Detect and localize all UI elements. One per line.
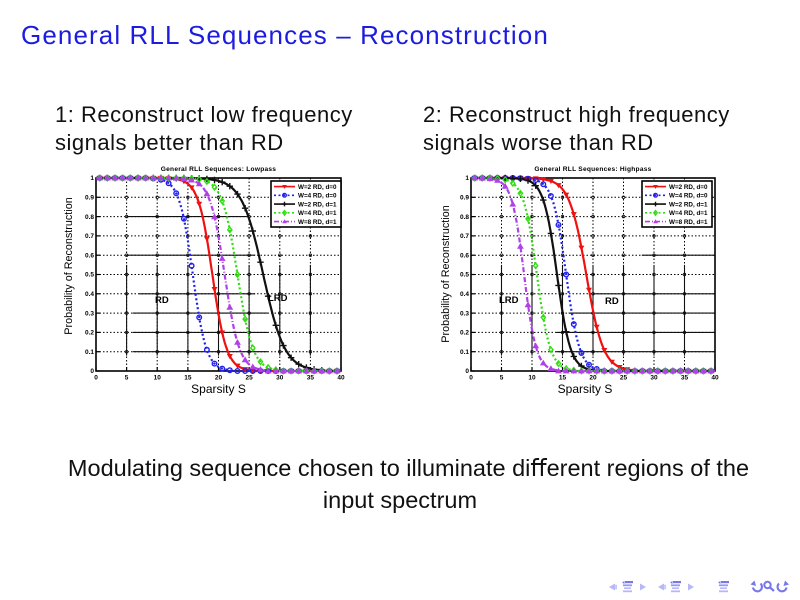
svg-text:W=8 RD, d=1: W=8 RD, d=1 bbox=[298, 219, 337, 226]
svg-text:Sparsity S: Sparsity S bbox=[558, 382, 613, 396]
svg-text:5: 5 bbox=[125, 375, 129, 382]
svg-text:0: 0 bbox=[469, 375, 473, 382]
svg-text:W=4 RD, d=1: W=4 RD, d=1 bbox=[298, 210, 337, 217]
svg-text:RD: RD bbox=[155, 295, 169, 306]
svg-text:30: 30 bbox=[650, 375, 658, 382]
svg-text:RD: RD bbox=[605, 296, 619, 307]
svg-text:W=4 RD, d=1: W=4 RD, d=1 bbox=[669, 210, 708, 217]
svg-text:0.3: 0.3 bbox=[460, 310, 469, 317]
svg-text:35: 35 bbox=[307, 375, 315, 382]
svg-text:Probability of Reconstruction: Probability of Reconstruction bbox=[440, 205, 452, 342]
svg-text:40: 40 bbox=[337, 375, 345, 382]
svg-text:W=2 RD, d=0: W=2 RD, d=0 bbox=[298, 184, 337, 191]
svg-text:0.7: 0.7 bbox=[460, 233, 469, 240]
svg-text:0: 0 bbox=[90, 368, 94, 375]
svg-text:W=2 RD, d=1: W=2 RD, d=1 bbox=[298, 201, 337, 208]
svg-text:W=4 RD, d=0: W=4 RD, d=0 bbox=[298, 193, 337, 200]
svg-text:0.5: 0.5 bbox=[460, 272, 469, 279]
svg-text:0: 0 bbox=[465, 368, 469, 375]
svg-text:General RLL Sequences: Lowpass: General RLL Sequences: Lowpass bbox=[161, 166, 277, 173]
svg-text:0.8: 0.8 bbox=[85, 214, 94, 221]
svg-text:0.4: 0.4 bbox=[460, 291, 469, 298]
svg-text:30: 30 bbox=[276, 375, 284, 382]
svg-text:40: 40 bbox=[711, 375, 719, 382]
svg-text:0: 0 bbox=[94, 375, 98, 382]
svg-text:25: 25 bbox=[245, 375, 253, 382]
svg-text:0.3: 0.3 bbox=[85, 310, 94, 317]
svg-text:15: 15 bbox=[559, 375, 567, 382]
svg-text:W=2 RD, d=1: W=2 RD, d=1 bbox=[669, 201, 708, 208]
svg-text:20: 20 bbox=[589, 375, 597, 382]
svg-text:0.8: 0.8 bbox=[460, 214, 469, 221]
svg-text:W=4 RD, d=0: W=4 RD, d=0 bbox=[669, 193, 708, 200]
svg-text:0.6: 0.6 bbox=[460, 252, 469, 259]
svg-text:0.2: 0.2 bbox=[460, 330, 469, 337]
svg-text:LRD: LRD bbox=[499, 295, 519, 306]
svg-text:35: 35 bbox=[681, 375, 689, 382]
svg-text:20: 20 bbox=[215, 375, 223, 382]
svg-text:0.9: 0.9 bbox=[460, 195, 469, 202]
svg-text:LRD: LRD bbox=[268, 293, 288, 304]
svg-text:Probability of Reconstruction: Probability of Reconstruction bbox=[63, 197, 75, 334]
svg-text:25: 25 bbox=[620, 375, 628, 382]
svg-text:10: 10 bbox=[154, 375, 162, 382]
svg-text:0.1: 0.1 bbox=[460, 349, 469, 356]
svg-text:W=2 RD, d=0: W=2 RD, d=0 bbox=[669, 184, 708, 191]
svg-text:0.1: 0.1 bbox=[85, 349, 94, 356]
svg-text:5: 5 bbox=[500, 375, 504, 382]
svg-text:Sparsity S: Sparsity S bbox=[191, 382, 246, 396]
svg-text:0.7: 0.7 bbox=[85, 233, 94, 240]
svg-text:0.2: 0.2 bbox=[85, 330, 94, 337]
svg-text:0.6: 0.6 bbox=[85, 252, 94, 259]
svg-text:W=8 RD, d=1: W=8 RD, d=1 bbox=[669, 219, 708, 226]
svg-text:1: 1 bbox=[90, 175, 94, 182]
svg-text:15: 15 bbox=[184, 375, 192, 382]
svg-text:10: 10 bbox=[528, 375, 536, 382]
svg-text:0.9: 0.9 bbox=[85, 195, 94, 202]
svg-text:General RLL Sequences: Highpas: General RLL Sequences: Highpass bbox=[534, 166, 651, 173]
svg-text:0.4: 0.4 bbox=[85, 291, 94, 298]
svg-text:1: 1 bbox=[465, 175, 469, 182]
svg-text:0.5: 0.5 bbox=[85, 272, 94, 279]
